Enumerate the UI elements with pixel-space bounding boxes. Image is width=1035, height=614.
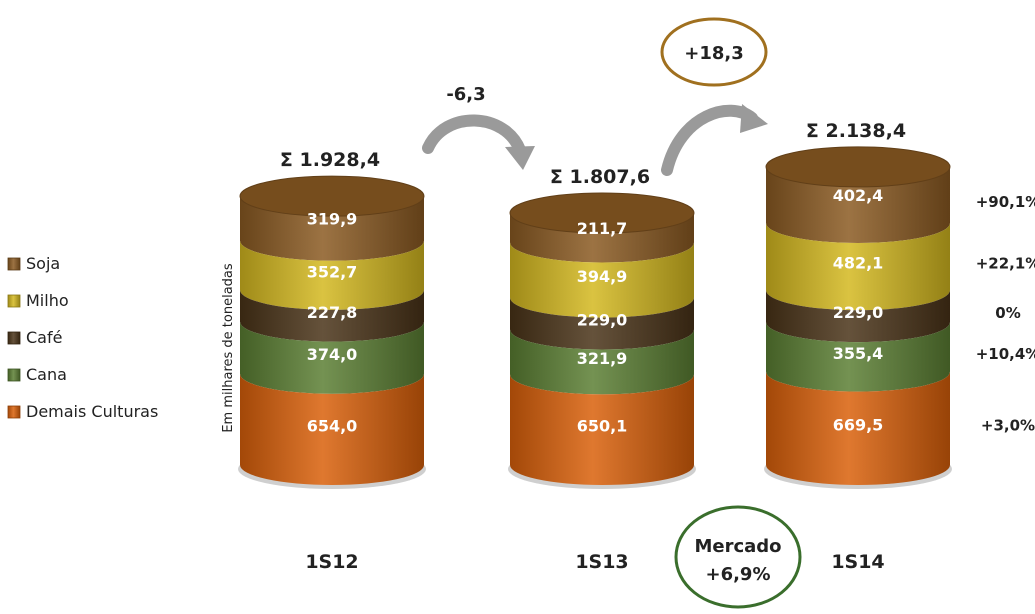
data-label: 227,8 <box>307 303 358 322</box>
market-value: +6,9% <box>705 564 770 585</box>
legend-swatch-icon <box>7 294 21 308</box>
data-label: 650,1 <box>577 417 628 436</box>
legend: Soja Milho Café Cana Demais Culturas <box>7 254 158 421</box>
market-title: Mercado <box>694 536 781 557</box>
growth-label: +22,1% <box>976 255 1035 273</box>
bar-segment-soja-1s12 <box>240 196 424 261</box>
legend-item-cana: Cana <box>7 365 67 384</box>
arrow-2-head-icon <box>740 104 768 133</box>
legend-label: Soja <box>26 254 60 273</box>
market-circle <box>674 505 802 609</box>
change-2-circle <box>660 17 768 87</box>
growth-label: +3,0% <box>981 416 1035 434</box>
bar-segment-milho-1s14 <box>766 223 950 311</box>
data-label: 394,9 <box>577 267 628 286</box>
arrow-1s13-1s14 <box>661 104 758 176</box>
bar-segment-milho-1s12 <box>240 240 424 310</box>
total-label: Σ 2.138,4 <box>806 120 906 142</box>
legend-label: Cana <box>26 365 67 384</box>
data-label: 669,5 <box>833 415 884 434</box>
arrow-1-head-icon <box>505 146 535 170</box>
total-label: Σ 1.807,6 <box>550 166 650 188</box>
legend-swatch-icon <box>7 368 21 382</box>
legend-label: Milho <box>26 291 69 310</box>
change-2-label: +18,3 <box>684 43 744 64</box>
data-label: 321,9 <box>577 349 628 368</box>
category-label: 1S14 <box>831 551 884 573</box>
data-label: 352,7 <box>307 262 358 281</box>
legend-item-demais-culturas: Demais Culturas <box>7 402 158 421</box>
legend-item-milho: Milho <box>7 291 69 310</box>
data-label: 355,4 <box>833 344 884 363</box>
growth-label: +90,1% <box>976 193 1035 211</box>
change-1-label: -6,3 <box>446 84 485 105</box>
data-label: 374,0 <box>307 345 358 364</box>
bars: 654,0 374,0 227,8 352,7 319,9 Σ 1.928,4 1S12 65… <box>238 120 952 573</box>
legend-label: Café <box>26 328 62 347</box>
bar-segment-soja-1s13 <box>510 213 694 263</box>
bar-segment-café-1s14 <box>766 290 950 343</box>
bar-top-cap <box>509 192 695 234</box>
bar-segment-demais-culturas-1s12 <box>240 373 424 485</box>
bar-segment-milho-1s13 <box>510 242 694 318</box>
growth-label: +10,4% <box>976 345 1035 363</box>
bar-segment-café-1s12 <box>240 289 424 342</box>
bar-segment-cana-1s12 <box>240 321 424 394</box>
bar-segment-cana-1s14 <box>766 322 950 392</box>
y-axis-label: Em milhares de toneladas <box>221 263 236 433</box>
legend-item-café: Café <box>7 328 62 347</box>
growth-label: 0% <box>995 304 1020 322</box>
legend-swatch-icon <box>7 331 21 345</box>
bar-top-cap <box>239 175 425 217</box>
annotations: -6,3 +18,3 Mercado +6,9% <box>422 17 802 609</box>
bar-segment-demais-culturas-1s13 <box>510 374 694 485</box>
legend-swatch-icon <box>7 257 21 271</box>
bar-segment-café-1s13 <box>510 297 694 350</box>
legend-swatch-icon <box>7 405 21 419</box>
data-label: 654,0 <box>307 416 358 435</box>
category-label: 1S12 <box>305 551 358 573</box>
bar-segment-demais-culturas-1s14 <box>766 371 950 485</box>
data-label: 211,7 <box>577 219 628 238</box>
data-label: 229,0 <box>577 311 628 330</box>
arrow-1s12-1s13 <box>422 114 526 156</box>
category-label: 1S13 <box>575 551 628 573</box>
data-label: 319,9 <box>307 209 358 228</box>
growth-labels: +3,0% +10,4% 0% +22,1% +90,1% <box>976 193 1035 434</box>
total-label: Σ 1.928,4 <box>280 149 380 171</box>
legend-label: Demais Culturas <box>26 402 158 421</box>
bar-top-cap <box>765 146 951 188</box>
bar-segment-soja-1s14 <box>766 166 950 244</box>
legend-item-soja: Soja <box>7 254 60 273</box>
data-label: 482,1 <box>833 254 884 273</box>
data-label: 229,0 <box>833 303 884 322</box>
data-label: 402,4 <box>833 186 884 205</box>
bar-segment-cana-1s13 <box>510 329 694 395</box>
